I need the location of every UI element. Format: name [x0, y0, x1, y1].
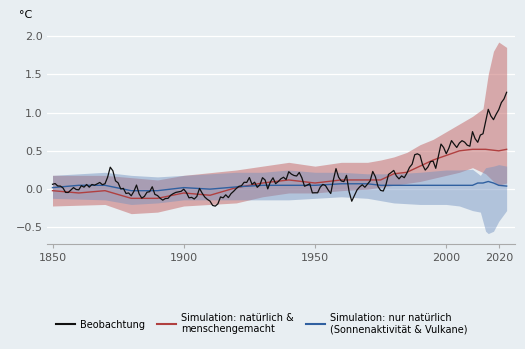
Y-axis label: °C: °C	[19, 10, 33, 20]
Legend: Beobachtung, Simulation: natürlich &
menschengemacht, Simulation: nur natürlich
: Beobachtung, Simulation: natürlich & men…	[52, 309, 471, 339]
